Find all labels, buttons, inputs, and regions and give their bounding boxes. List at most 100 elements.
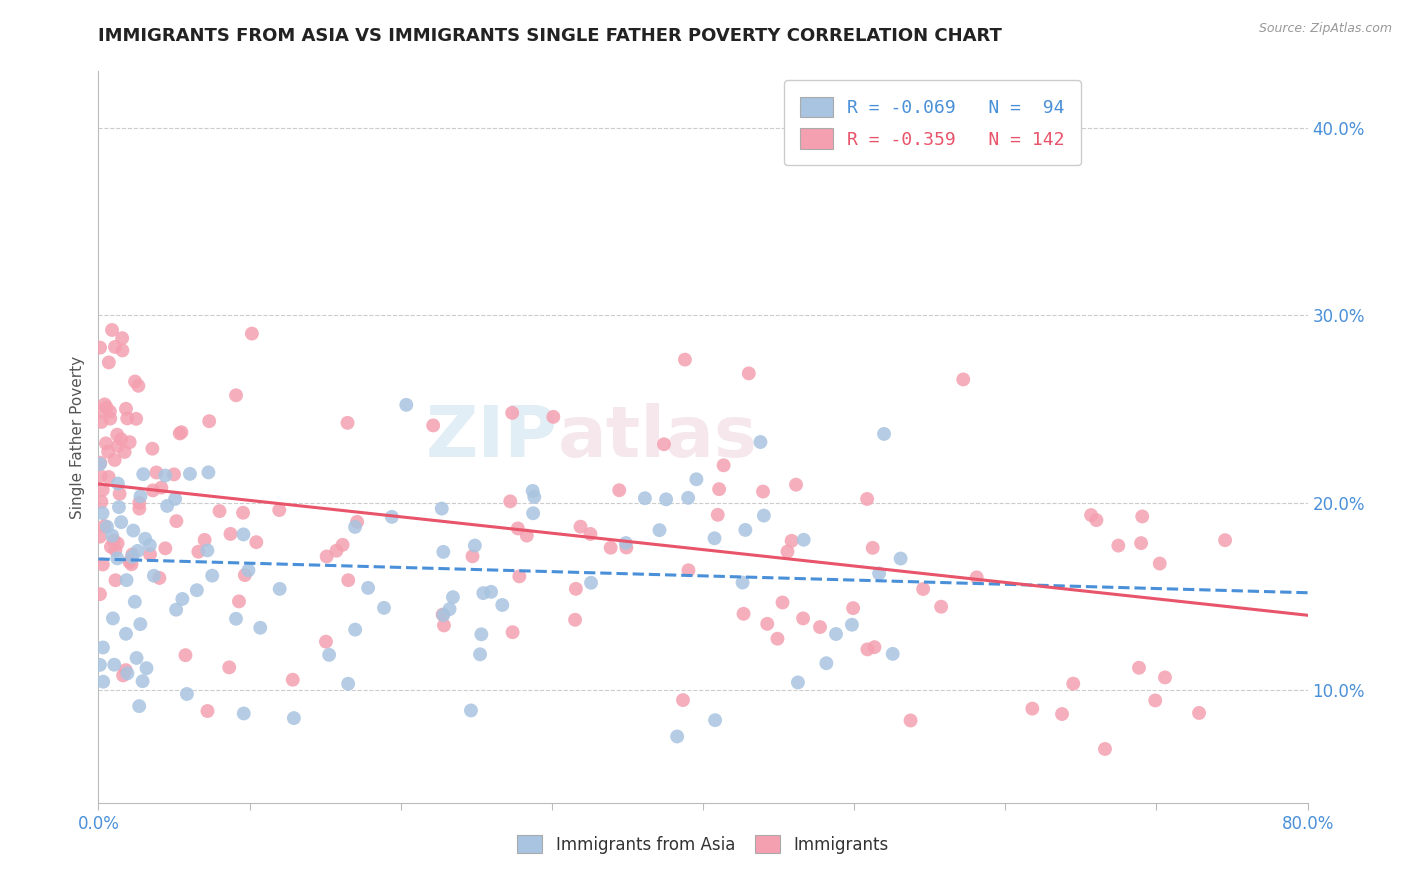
Point: [97, 470, 120, 484]
Point: [281, 673, 304, 687]
Point: [666, 730, 689, 744]
Point: [873, 426, 896, 441]
Point: [98, 404, 121, 418]
Point: [103, 657, 125, 672]
Point: [142, 568, 165, 582]
Point: [240, 326, 263, 341]
Point: [344, 623, 367, 637]
Point: [148, 571, 170, 585]
Point: [655, 492, 678, 507]
Point: [1062, 676, 1084, 690]
Point: [707, 482, 730, 496]
Point: [862, 541, 884, 555]
Point: [219, 527, 242, 541]
Point: [124, 375, 146, 389]
Point: [1154, 670, 1177, 684]
Point: [108, 500, 131, 515]
Point: [249, 621, 271, 635]
Point: [882, 647, 904, 661]
Point: [868, 566, 890, 581]
Point: [863, 640, 886, 655]
Point: [785, 477, 807, 491]
Point: [107, 536, 129, 550]
Point: [793, 533, 815, 547]
Point: [672, 693, 695, 707]
Point: [929, 599, 952, 614]
Point: [734, 523, 756, 537]
Point: [738, 367, 761, 381]
Point: [685, 472, 707, 486]
Point: [115, 573, 138, 587]
Point: [966, 570, 988, 584]
Point: [100, 540, 122, 554]
Point: [172, 591, 194, 606]
Point: [101, 611, 124, 625]
Point: [616, 541, 638, 555]
Point: [733, 607, 755, 621]
Point: [508, 569, 530, 583]
Point: [564, 613, 586, 627]
Point: [501, 406, 523, 420]
Point: [97, 355, 120, 369]
Point: [432, 607, 454, 622]
Point: [912, 582, 935, 596]
Point: [150, 481, 173, 495]
Point: [1130, 536, 1153, 550]
Point: [491, 598, 513, 612]
Point: [269, 503, 291, 517]
Point: [842, 601, 865, 615]
Point: [135, 661, 157, 675]
Point: [128, 501, 150, 516]
Point: [101, 529, 124, 543]
Point: [890, 551, 912, 566]
Point: [194, 533, 217, 547]
Point: [856, 491, 879, 506]
Point: [96, 520, 118, 534]
Point: [344, 520, 367, 534]
Point: [565, 582, 588, 596]
Text: IMMIGRANTS FROM ASIA VS IMMIGRANTS SINGLE FATHER POVERTY CORRELATION CHART: IMMIGRANTS FROM ASIA VS IMMIGRANTS SINGL…: [98, 27, 1002, 45]
Point: [127, 544, 149, 558]
Point: [122, 524, 145, 538]
Point: [346, 515, 368, 529]
Point: [766, 632, 789, 646]
Point: [1144, 693, 1167, 707]
Point: [1080, 508, 1102, 522]
Point: [91, 640, 114, 655]
Point: [145, 466, 167, 480]
Point: [676, 491, 699, 505]
Point: [111, 331, 134, 345]
Point: [96, 401, 118, 415]
Point: [208, 504, 231, 518]
Point: [108, 487, 131, 501]
Point: [90, 415, 112, 429]
Point: [776, 544, 799, 558]
Point: [170, 425, 193, 440]
Point: [198, 414, 221, 428]
Point: [543, 409, 565, 424]
Point: [197, 704, 219, 718]
Point: [124, 595, 146, 609]
Point: [107, 476, 129, 491]
Point: [89, 657, 111, 672]
Point: [104, 543, 127, 558]
Point: [468, 648, 491, 662]
Point: [115, 627, 138, 641]
Point: [752, 508, 775, 523]
Point: [155, 468, 177, 483]
Point: [111, 343, 134, 358]
Point: [89, 530, 111, 544]
Point: [772, 595, 794, 609]
Point: [523, 490, 546, 504]
Point: [155, 541, 177, 556]
Point: [104, 453, 127, 467]
Point: [614, 536, 637, 550]
Point: [432, 608, 454, 623]
Point: [952, 372, 974, 386]
Point: [1050, 706, 1073, 721]
Point: [856, 642, 879, 657]
Point: [1094, 742, 1116, 756]
Point: [98, 411, 121, 425]
Point: [599, 541, 621, 555]
Point: [756, 616, 779, 631]
